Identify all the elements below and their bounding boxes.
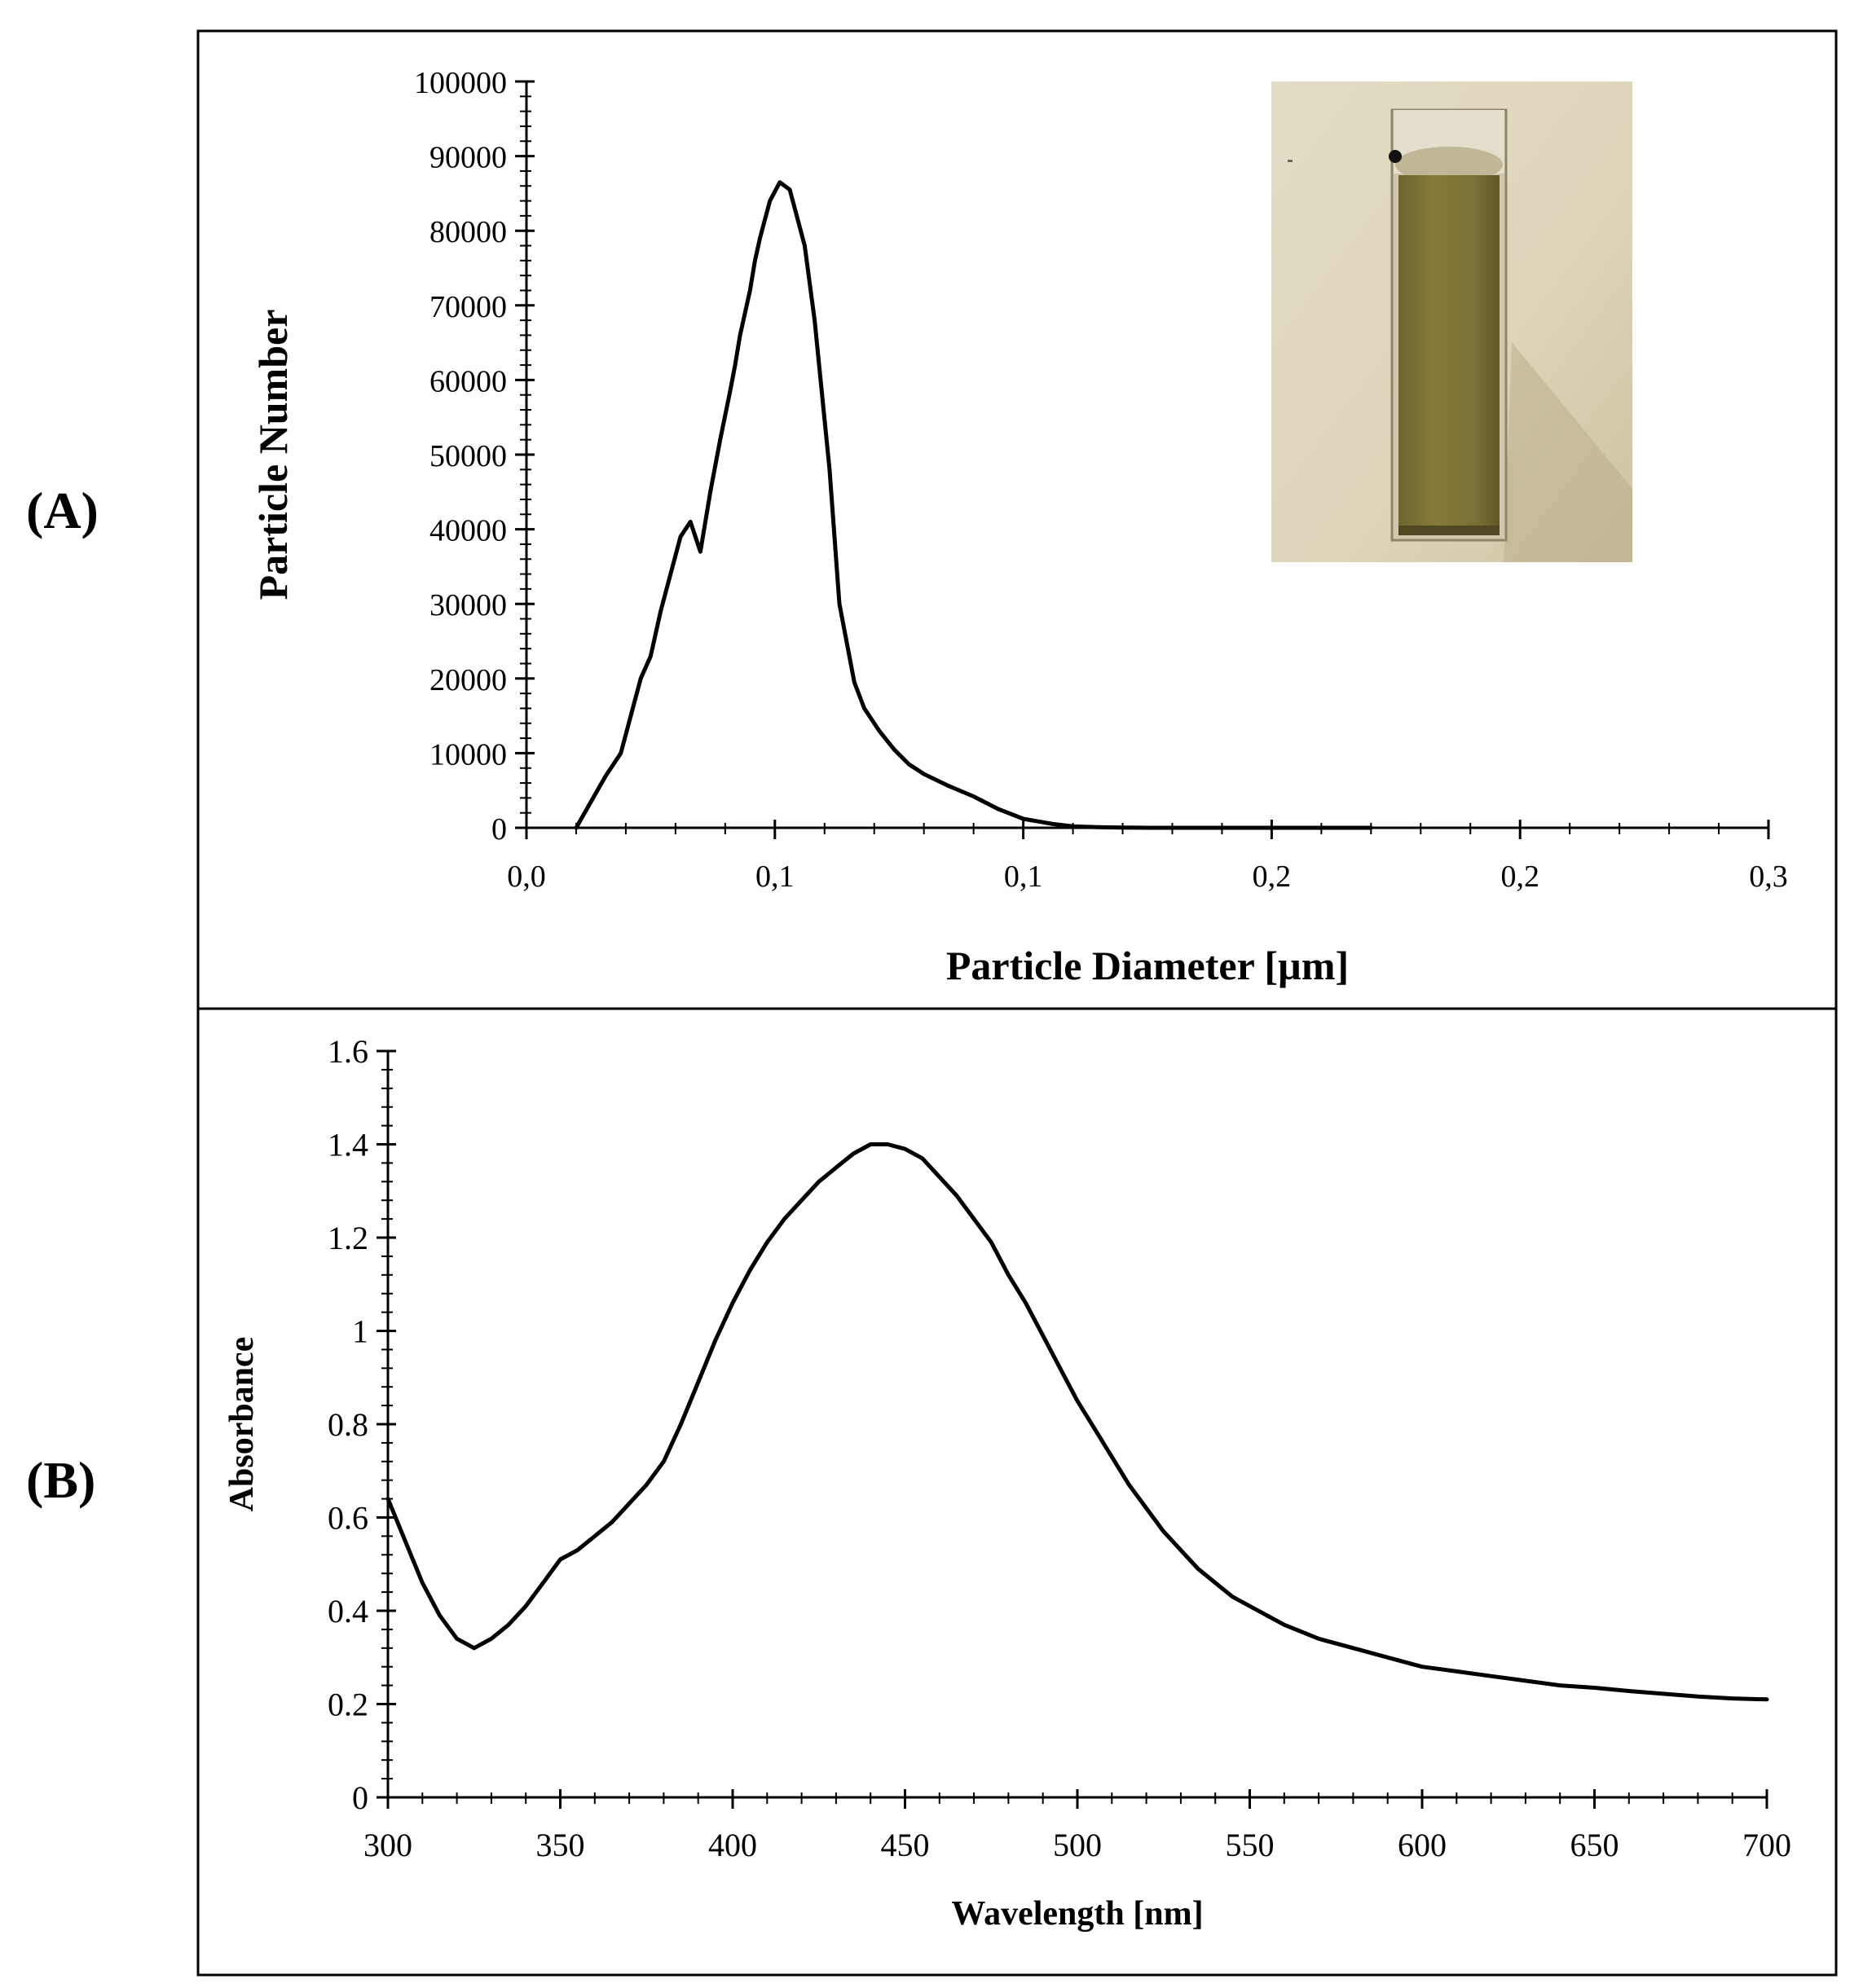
y-tick-label: 0: [352, 1779, 368, 1816]
y-tick-label: 60000: [429, 364, 507, 398]
x-tick-label: 350: [536, 1827, 585, 1863]
y-tick-label: 80000: [429, 215, 507, 249]
x-tick-label: 0,3: [1749, 860, 1788, 894]
x-tick-label: 550: [1226, 1827, 1275, 1863]
x-tick-label: 0,0: [507, 860, 546, 894]
series-line: [574, 180, 1373, 830]
x-tick-label: 400: [708, 1827, 757, 1863]
particle-size-chart: 0 10000 20000 30000 40000 50000 60000 70000 8000…: [250, 66, 1788, 988]
x-tick-label: 500: [1053, 1827, 1102, 1863]
x-tick-label: 450: [881, 1827, 930, 1863]
x-tick-label: 0,1: [1004, 860, 1043, 894]
y-tick-label: 0.2: [328, 1687, 368, 1723]
x-axis-title: Wavelength [nm]: [951, 1895, 1203, 1933]
x-tick-label: 650: [1570, 1827, 1619, 1863]
y-tick-label: 0.6: [328, 1500, 368, 1537]
x-axis-title: Particle Diameter [µm]: [946, 943, 1349, 988]
x-tick-label: 600: [1398, 1827, 1447, 1863]
y-tick-label: 1.6: [328, 1033, 368, 1070]
y-tick-label: 40000: [429, 514, 507, 548]
panel-b-frame: [196, 1007, 1838, 1977]
x-tick-label: 0,2: [1253, 860, 1292, 894]
y-tick-label: 0: [491, 812, 507, 847]
y-tick-label: 50000: [429, 439, 507, 473]
y-tick-label: 1: [352, 1313, 368, 1350]
panel-label-a: (A): [26, 482, 99, 539]
y-tick-label: 30000: [429, 588, 507, 622]
y-tick-label: 10000: [429, 737, 507, 772]
y-axis-title: Particle Number: [250, 310, 296, 600]
y-tick-label: 70000: [429, 290, 507, 324]
y-tick-label: 100000: [414, 66, 507, 100]
y-tick-label: 1.2: [328, 1220, 368, 1256]
y-tick-label: 1.4: [328, 1127, 368, 1163]
y-tick-label: 0.4: [328, 1593, 368, 1630]
series-line: [385, 1142, 1769, 1702]
panel-label-b: (B): [26, 1451, 96, 1509]
absorbance-chart: 0 0.2 0.4 0.6 0.8 1 1.2 1.4 1.6 300 350 400 450 500 55…: [223, 1033, 1791, 1933]
y-tick-label: 0.8: [328, 1406, 368, 1443]
y-axis-title: Absorbance: [223, 1337, 261, 1512]
x-tick-label: 700: [1742, 1827, 1791, 1863]
x-tick-label: 0,1: [755, 860, 795, 894]
y-tick-label: 20000: [429, 663, 507, 697]
x-tick-label: 300: [363, 1827, 412, 1863]
y-tick-label: 90000: [429, 141, 507, 175]
cuvette-photo: [1271, 81, 1632, 562]
x-tick-label: 0,2: [1500, 860, 1539, 894]
